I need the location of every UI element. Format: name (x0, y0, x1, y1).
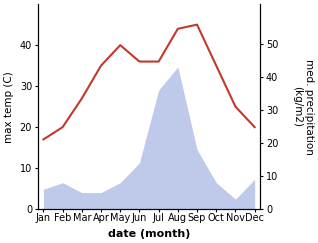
Y-axis label: med. precipitation
(kg/m2): med. precipitation (kg/m2) (292, 59, 314, 155)
Y-axis label: max temp (C): max temp (C) (4, 71, 14, 142)
X-axis label: date (month): date (month) (108, 229, 190, 239)
